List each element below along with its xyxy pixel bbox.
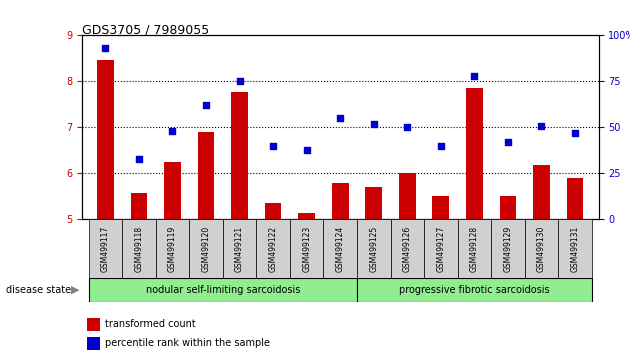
Text: GSM499117: GSM499117 — [101, 225, 110, 272]
Point — [536, 123, 546, 129]
Point — [369, 121, 379, 127]
Bar — [298, 212, 315, 354]
Text: disease state: disease state — [6, 285, 71, 295]
Text: GSM499118: GSM499118 — [134, 225, 144, 272]
Bar — [533, 165, 550, 354]
Text: GSM499131: GSM499131 — [571, 225, 580, 272]
Bar — [87, 337, 100, 350]
Text: GSM499125: GSM499125 — [369, 225, 378, 272]
Text: transformed count: transformed count — [105, 319, 196, 329]
Point — [570, 130, 580, 136]
FancyBboxPatch shape — [391, 219, 424, 278]
Bar — [466, 88, 483, 354]
FancyBboxPatch shape — [89, 278, 357, 302]
Bar — [399, 172, 416, 354]
Text: percentile rank within the sample: percentile rank within the sample — [105, 338, 270, 348]
FancyBboxPatch shape — [122, 219, 156, 278]
Point — [234, 79, 244, 84]
Text: GDS3705 / 7989055: GDS3705 / 7989055 — [82, 23, 209, 36]
Point — [335, 115, 345, 121]
Bar — [332, 183, 348, 354]
Point — [436, 143, 446, 149]
Point — [201, 103, 211, 108]
Bar — [365, 187, 382, 354]
Bar — [500, 195, 517, 354]
FancyBboxPatch shape — [89, 219, 122, 278]
FancyBboxPatch shape — [357, 219, 391, 278]
FancyBboxPatch shape — [491, 219, 525, 278]
FancyBboxPatch shape — [323, 219, 357, 278]
FancyBboxPatch shape — [424, 219, 457, 278]
Text: GSM499123: GSM499123 — [302, 225, 311, 272]
FancyBboxPatch shape — [290, 219, 323, 278]
FancyBboxPatch shape — [189, 219, 223, 278]
Bar — [566, 178, 583, 354]
Point — [302, 147, 312, 152]
Bar — [87, 318, 100, 331]
Text: GSM499122: GSM499122 — [268, 225, 278, 272]
Text: GSM499120: GSM499120 — [202, 225, 210, 272]
Bar — [164, 162, 181, 354]
Text: GSM499127: GSM499127 — [437, 225, 445, 272]
FancyBboxPatch shape — [256, 219, 290, 278]
Bar — [265, 203, 282, 354]
FancyBboxPatch shape — [156, 219, 189, 278]
Text: GSM499129: GSM499129 — [503, 225, 512, 272]
Text: GSM499130: GSM499130 — [537, 225, 546, 272]
Point — [100, 45, 110, 51]
Point — [168, 128, 178, 134]
FancyBboxPatch shape — [558, 219, 592, 278]
Text: GSM499128: GSM499128 — [470, 225, 479, 272]
Bar — [130, 193, 147, 354]
Bar — [231, 92, 248, 354]
FancyBboxPatch shape — [457, 219, 491, 278]
Point — [469, 73, 479, 79]
Text: GSM499124: GSM499124 — [336, 225, 345, 272]
Bar — [198, 132, 214, 354]
Point — [134, 156, 144, 161]
Text: ▶: ▶ — [71, 285, 79, 295]
Point — [268, 143, 278, 149]
Text: nodular self-limiting sarcoidosis: nodular self-limiting sarcoidosis — [146, 285, 300, 295]
Bar — [97, 60, 114, 354]
Bar — [432, 195, 449, 354]
FancyBboxPatch shape — [525, 219, 558, 278]
Point — [402, 125, 412, 130]
Text: GSM499119: GSM499119 — [168, 225, 177, 272]
FancyBboxPatch shape — [223, 219, 256, 278]
Point — [503, 139, 513, 145]
Text: GSM499121: GSM499121 — [235, 225, 244, 272]
Text: GSM499126: GSM499126 — [403, 225, 412, 272]
FancyBboxPatch shape — [357, 278, 592, 302]
Text: progressive fibrotic sarcoidosis: progressive fibrotic sarcoidosis — [399, 285, 550, 295]
